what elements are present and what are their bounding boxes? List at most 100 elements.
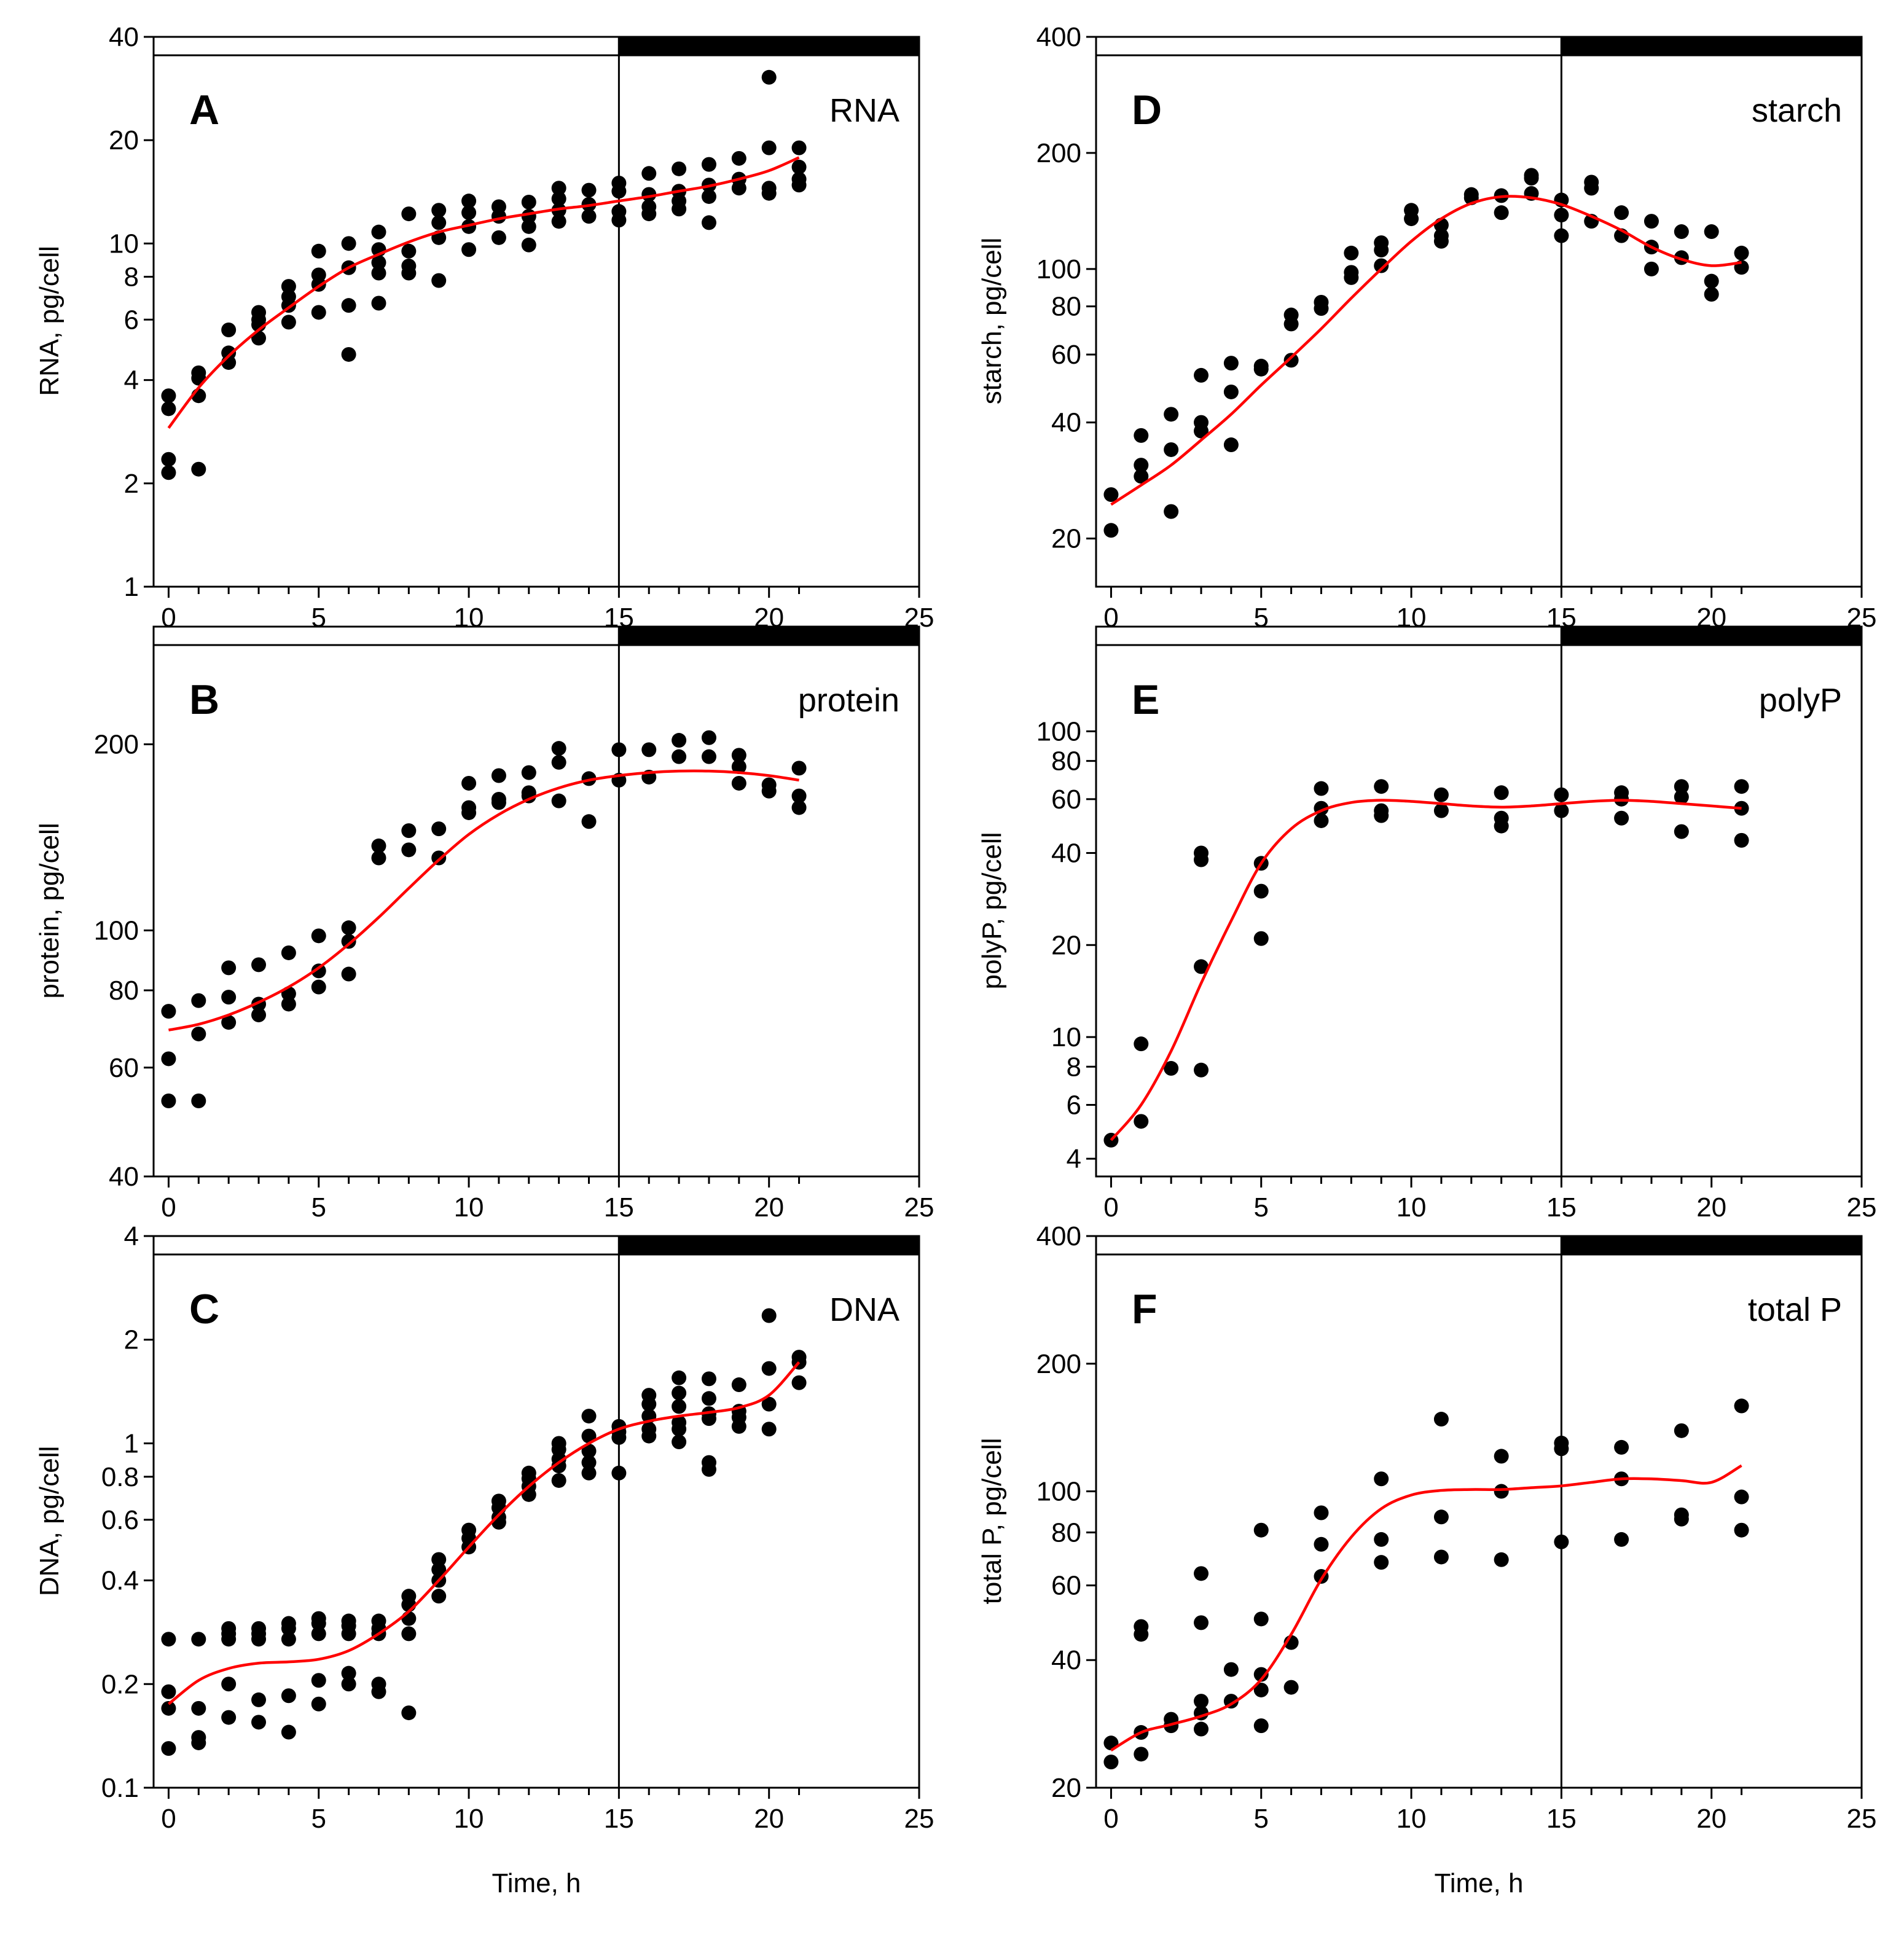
data-point	[1103, 1755, 1119, 1770]
data-point	[341, 298, 356, 313]
data-point	[1674, 224, 1689, 240]
data-point	[341, 236, 356, 251]
data-point	[641, 1396, 657, 1412]
data-point	[1494, 1449, 1509, 1464]
data-point	[221, 1015, 237, 1030]
data-point	[791, 178, 807, 193]
x-tick-label: 5	[311, 1804, 326, 1834]
y-tick-label: 0.2	[101, 1669, 139, 1699]
data-point	[641, 206, 657, 222]
data-point	[1253, 361, 1269, 377]
light-period-bar	[152, 1235, 620, 1256]
light-period-bar	[152, 625, 620, 646]
data-point	[701, 749, 716, 764]
data-point	[1554, 803, 1569, 818]
data-point	[641, 1428, 657, 1444]
y-tick-label: 4	[124, 366, 139, 396]
dark-period-bar	[1560, 625, 1863, 646]
data-point	[1614, 205, 1629, 221]
data-point	[1433, 803, 1449, 818]
y-tick-label: 20	[1051, 930, 1081, 960]
data-point	[1643, 261, 1659, 276]
x-tick-label: 10	[454, 1192, 484, 1223]
y-tick-label: 200	[1036, 138, 1081, 168]
data-point	[311, 963, 326, 979]
data-point	[401, 1705, 417, 1721]
data-point	[161, 401, 176, 417]
panel-letter: A	[189, 87, 219, 133]
data-point	[1404, 211, 1419, 227]
x-axis-title: Time, h	[1434, 1868, 1523, 1898]
data-point	[1734, 1489, 1749, 1505]
data-point	[701, 1411, 716, 1426]
data-point	[341, 920, 356, 936]
data-point	[341, 966, 356, 982]
data-point	[1194, 1062, 1209, 1078]
y-tick-label: 4	[124, 1221, 139, 1251]
data-point	[251, 1632, 267, 1647]
y-tick-label: 10	[109, 229, 139, 259]
data-point	[161, 1094, 176, 1109]
data-point	[731, 759, 746, 774]
data-point	[491, 209, 506, 224]
data-point	[1194, 1721, 1209, 1737]
data-point	[1194, 959, 1209, 974]
data-point	[1223, 1662, 1239, 1677]
data-point	[161, 1051, 176, 1066]
data-point	[1734, 245, 1749, 260]
y-tick-label: 1	[124, 1428, 139, 1458]
data-point	[731, 1419, 746, 1434]
fit-curve	[1110, 1464, 1742, 1752]
data-point	[221, 960, 237, 976]
data-point	[1704, 286, 1719, 302]
data-point	[1584, 181, 1599, 196]
data-point	[281, 1621, 296, 1636]
data-point	[161, 1632, 176, 1647]
light-period-bar	[1095, 625, 1562, 646]
y-tick-label: 8	[1067, 1052, 1081, 1082]
y-tick-label: 200	[1036, 1349, 1081, 1379]
data-point	[341, 934, 356, 949]
data-point	[281, 315, 296, 330]
data-point	[1734, 1522, 1749, 1538]
data-point	[221, 323, 237, 338]
y-tick-label: 1	[124, 572, 139, 602]
data-point	[221, 1710, 237, 1725]
data-point	[371, 224, 386, 240]
data-point	[1194, 1694, 1209, 1709]
y-axis-title: polyP, pg/cell	[977, 832, 1007, 989]
x-tick-label: 10	[1397, 1804, 1427, 1834]
data-point	[1164, 504, 1179, 519]
data-point	[1554, 208, 1569, 223]
data-point	[281, 945, 296, 960]
x-tick-label: 15	[604, 1804, 634, 1834]
data-point	[701, 189, 716, 204]
data-point	[581, 1465, 597, 1481]
y-axis-title: starch, pg/cell	[977, 238, 1007, 404]
data-point	[281, 996, 296, 1012]
data-point	[1283, 353, 1299, 368]
data-point	[251, 957, 267, 972]
panel-c: 0.1 0.2 0.4 0.6 0.8 1 2 4 0 5 10 15 20 25 DNA, pg/cell…	[34, 1221, 934, 1898]
data-point	[1433, 233, 1449, 249]
y-tick-label: 2	[124, 469, 139, 499]
y-tick-label: 100	[1036, 716, 1081, 746]
dark-period-bar	[617, 36, 920, 57]
data-point	[221, 1632, 237, 1647]
data-point	[611, 1465, 627, 1481]
data-point	[371, 850, 386, 866]
data-point	[401, 1626, 417, 1642]
dark-period-bar	[617, 625, 920, 646]
data-point	[1134, 458, 1149, 473]
data-point	[761, 1308, 777, 1323]
light-period-bar	[1095, 1235, 1562, 1256]
data-point	[551, 741, 566, 756]
data-point	[1674, 1511, 1689, 1527]
panel-title: total P	[1748, 1291, 1842, 1328]
data-point	[521, 237, 536, 252]
data-point	[341, 1665, 356, 1681]
y-tick-label: 80	[1051, 746, 1081, 777]
y-tick-label: 6	[124, 305, 139, 335]
data-point	[341, 1677, 356, 1692]
